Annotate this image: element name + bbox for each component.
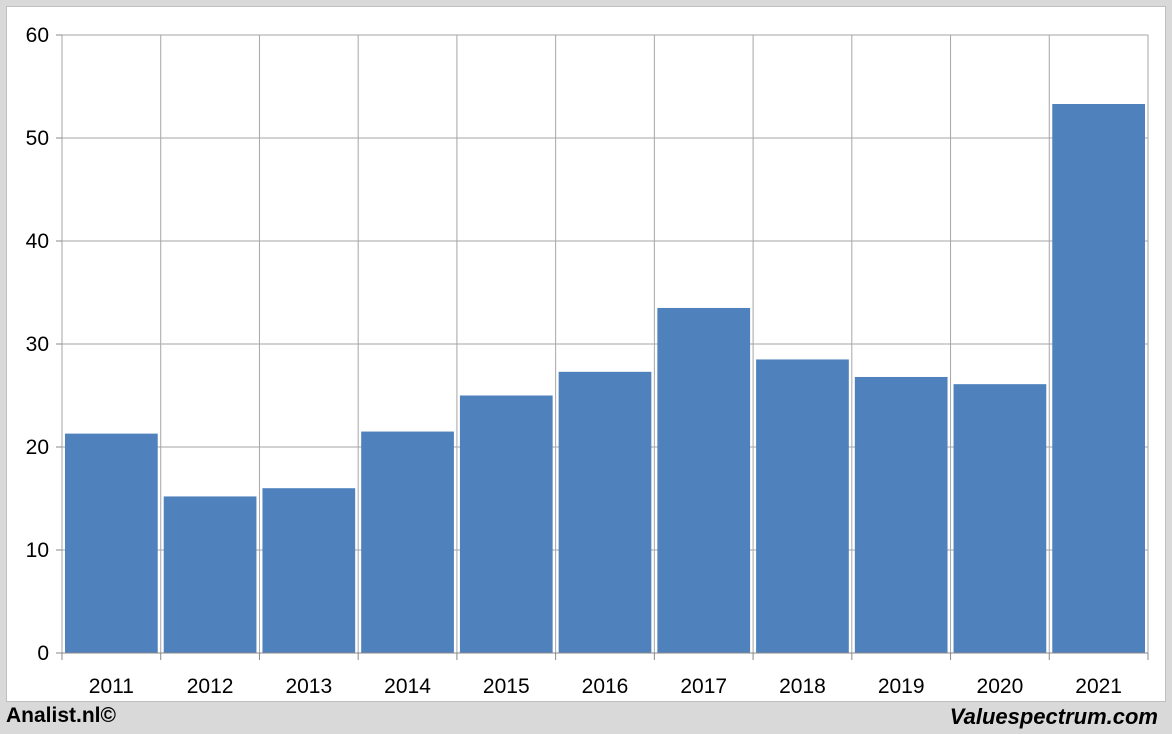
bar-2012 xyxy=(163,496,257,653)
grid-layer xyxy=(61,34,1149,653)
x-tick-label: 2012 xyxy=(187,675,234,698)
x-tick-label: 2013 xyxy=(285,675,332,698)
bar-2011 xyxy=(65,433,158,653)
bar-2015 xyxy=(459,395,553,653)
bar-2013 xyxy=(262,488,356,653)
bar-2021 xyxy=(1052,104,1145,653)
y-tick-label: 0 xyxy=(37,642,49,665)
footer-right-credit: Valuespectrum.com xyxy=(949,704,1158,729)
chart-frame: 0 10 20 30 40 50 60 2011 2012 2013 2014 2015 2016 201… xyxy=(6,6,1166,702)
x-tick-label: 2011 xyxy=(89,675,134,698)
y-tick-label: 40 xyxy=(26,230,49,253)
y-tick-label: 60 xyxy=(26,24,49,47)
bar-2014 xyxy=(361,431,454,653)
x-tick-label: 2018 xyxy=(779,675,826,698)
x-tick-label: 2019 xyxy=(878,675,925,698)
footer-left-credit: Analist.nl© xyxy=(6,704,116,727)
bar-2017 xyxy=(657,307,751,653)
x-tick-label: 2014 xyxy=(384,675,431,698)
bar-2018 xyxy=(756,359,849,653)
x-tick-label: 2015 xyxy=(483,675,530,698)
y-tick-label: 50 xyxy=(26,127,49,150)
x-tick-label: 2017 xyxy=(680,675,727,698)
x-tick-label: 2021 xyxy=(1075,675,1122,698)
bar-2016 xyxy=(558,371,652,653)
bar-chart: 0 10 20 30 40 50 60 2011 2012 2013 2014 2015 2016 201… xyxy=(26,24,1149,698)
y-tick-label: 10 xyxy=(26,539,49,562)
axis-layer xyxy=(56,34,1149,660)
bars-layer xyxy=(65,104,1145,653)
bar-2019 xyxy=(854,376,948,653)
x-tick-label: 2020 xyxy=(977,675,1024,698)
y-tick-label: 30 xyxy=(26,333,49,356)
x-tick-label: 2016 xyxy=(582,675,629,698)
bar-2020 xyxy=(953,384,1047,653)
y-tick-label: 20 xyxy=(26,436,49,459)
labels-layer: 0 10 20 30 40 50 60 2011 2012 2013 2014 2015 2016 201… xyxy=(26,24,1122,698)
